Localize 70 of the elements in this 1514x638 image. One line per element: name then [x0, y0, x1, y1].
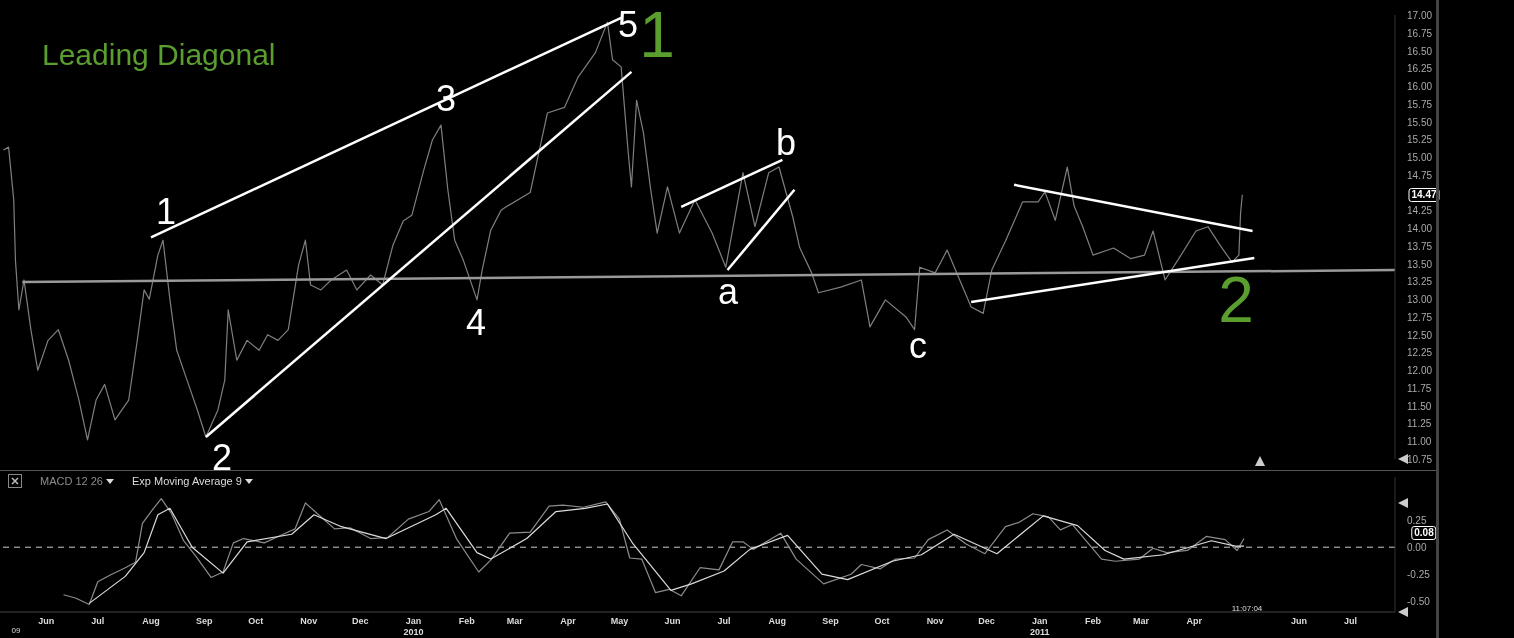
- y-tick-label: 13.25: [1407, 276, 1433, 288]
- y-tick-label: 0.00: [1407, 542, 1427, 554]
- x-tick-label: Jul: [1343, 616, 1357, 626]
- x-tick-label: Mar: [506, 616, 524, 626]
- x-tick-label: Sep: [822, 616, 840, 626]
- annotation: 5: [617, 4, 639, 45]
- x-tick-label: Aug: [768, 616, 787, 626]
- annotation: b: [775, 122, 797, 163]
- x-tick-label: Dec: [978, 616, 995, 626]
- y-tick-label: 14.75: [1407, 169, 1433, 181]
- x-tick-label: Oct: [874, 616, 890, 626]
- y-tick-label: 12.75: [1407, 311, 1433, 323]
- text: 09: [11, 626, 21, 635]
- x-tick-label: Nov: [926, 616, 944, 626]
- y-tick-label: 16.75: [1407, 27, 1433, 39]
- legend-label: MACD 12 26: [40, 475, 103, 487]
- annotation: 1: [155, 191, 177, 232]
- x-tick-label: Feb: [458, 616, 476, 626]
- annotation: 4: [465, 302, 487, 343]
- x-tick-label: Jun: [664, 616, 681, 626]
- y-tick-label: 11.75: [1407, 382, 1432, 394]
- y-tick-label: 17.00: [1407, 10, 1433, 21]
- y-tick-label: -0.25: [1407, 569, 1431, 581]
- y-tick-label: -0.50: [1407, 596, 1431, 608]
- text: 14.47: [1408, 188, 1440, 202]
- y-tick-label: 13.50: [1407, 258, 1433, 270]
- x-tick-label: Jul: [91, 616, 105, 626]
- x-tick-label: Mar: [1133, 616, 1150, 626]
- annotation: 11:07:04: [1231, 604, 1263, 613]
- y-tick-label: 16.50: [1407, 45, 1433, 57]
- annotation: a: [717, 271, 739, 312]
- x-tick-label: Feb: [1085, 616, 1102, 626]
- text: 0.08: [1411, 526, 1437, 540]
- y-tick-label: 14.00: [1407, 223, 1433, 235]
- annotation: 1: [639, 0, 675, 71]
- text: Leading Diagonal: [42, 38, 276, 72]
- x-tick-label: Apr: [1186, 616, 1203, 626]
- x-tick-label: Jan 2010: [403, 616, 424, 637]
- y-tick-label: 12.50: [1407, 329, 1433, 341]
- x-tick-label: Apr: [560, 616, 577, 626]
- x-tick-label: Jun: [1290, 616, 1307, 626]
- x-tick-label: Jun: [38, 616, 55, 626]
- x-tick-label: Jan 2011: [1030, 616, 1050, 637]
- y-tick-label: 11.50: [1407, 400, 1432, 412]
- y-tick-label: 12.00: [1407, 365, 1433, 377]
- x-tick-label: Sep: [195, 616, 213, 626]
- x-tick-label: Oct: [248, 616, 264, 626]
- y-tick-label: 11.25: [1407, 418, 1432, 430]
- x-tick-label: Aug: [142, 616, 160, 626]
- y-tick-label: 16.25: [1407, 63, 1433, 75]
- y-tick-label: 0.25: [1407, 515, 1427, 527]
- y-tick-label: 16.00: [1407, 81, 1433, 93]
- y-tick-label: 10.75: [1407, 454, 1433, 465]
- annotation: c: [909, 325, 927, 366]
- y-tick-label: 13.75: [1407, 240, 1433, 252]
- y-tick-label: 15.50: [1407, 116, 1433, 128]
- annotation: 2: [1218, 264, 1254, 336]
- legend-label: Exp Moving Average 9: [131, 475, 242, 487]
- x-tick-label: Dec: [352, 616, 369, 626]
- y-tick-label: 13.00: [1407, 294, 1433, 306]
- y-tick-label: 15.25: [1407, 134, 1433, 146]
- y-tick-label: 14.25: [1407, 205, 1433, 217]
- annotation: 2: [212, 437, 233, 478]
- x-tick-label: May: [610, 616, 629, 626]
- x-tick-label: Jul: [717, 616, 731, 626]
- y-tick-label: 11.00: [1407, 436, 1432, 448]
- y-tick-label: 12.25: [1407, 347, 1433, 359]
- y-tick-label: 15.75: [1407, 98, 1433, 110]
- y-tick-label: 15.00: [1407, 152, 1433, 164]
- x-tick-label: Nov: [300, 616, 318, 626]
